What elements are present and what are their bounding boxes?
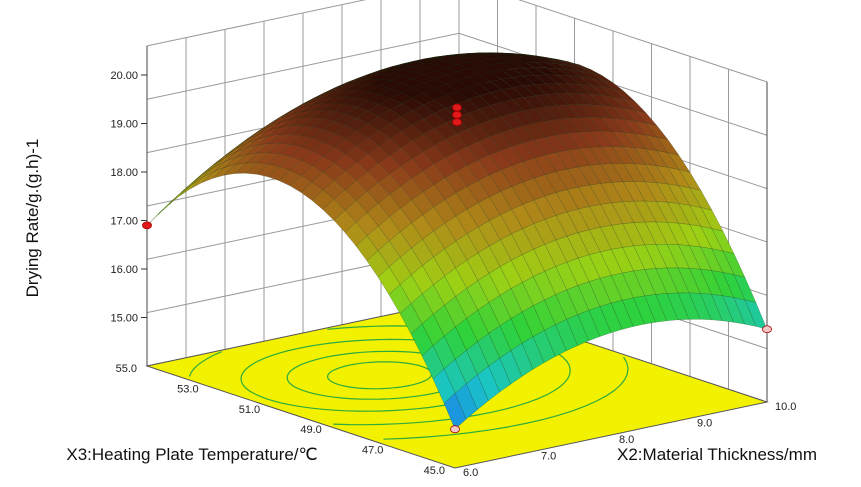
x3-tick-label: 47.0: [362, 445, 383, 457]
design-point: [452, 103, 462, 112]
x2-tick-label: 8.0: [619, 434, 634, 446]
x3-tick-label: 53.0: [177, 383, 198, 395]
design-point: [452, 118, 462, 126]
surface-patch: [168, 184, 192, 205]
grid-line: [146, 32, 768, 136]
surface-patch: [443, 393, 467, 430]
z-tick-label: 15.00: [110, 313, 138, 325]
x2-tick-label: 7.0: [541, 451, 556, 463]
design-points: [142, 103, 772, 434]
x2-tick-label: 10.0: [775, 401, 796, 413]
design-point: [452, 110, 462, 119]
response-surface: [146, 52, 768, 430]
z-tick-label: 17.00: [110, 216, 138, 228]
design-point: [762, 325, 772, 334]
design-point: [142, 221, 152, 230]
x3-axis-title: X3:Heating Plate Temperature/℃: [66, 445, 317, 464]
surface-patch: [179, 177, 203, 196]
grid-line: [146, 0, 768, 83]
x2-tick-label: 6.0: [463, 467, 478, 479]
z-axis-title: Drying Rate/g.(g.h)-1: [23, 139, 42, 298]
x2-axis-title: X2:Material Thickness/mm: [617, 445, 817, 464]
design-point: [450, 425, 460, 434]
x3-tick-label: 55.0: [116, 363, 137, 375]
z-tick-label: 18.00: [110, 167, 138, 179]
z-tick-label: 19.00: [110, 119, 138, 131]
x2-tick-label: 9.0: [697, 418, 712, 430]
tick-labels: 15.00 16.00 17.00 18.00 19.00 20.00 45.0 47.0 49…: [110, 70, 796, 479]
z-tick-label: 16.00: [110, 264, 138, 276]
x3-tick-label: 45.0: [424, 465, 445, 477]
x3-tick-label: 51.0: [239, 404, 260, 416]
z-tick-label: 20.00: [110, 70, 138, 82]
x3-tick-label: 49.0: [300, 424, 321, 436]
contour-line: [326, 361, 433, 390]
